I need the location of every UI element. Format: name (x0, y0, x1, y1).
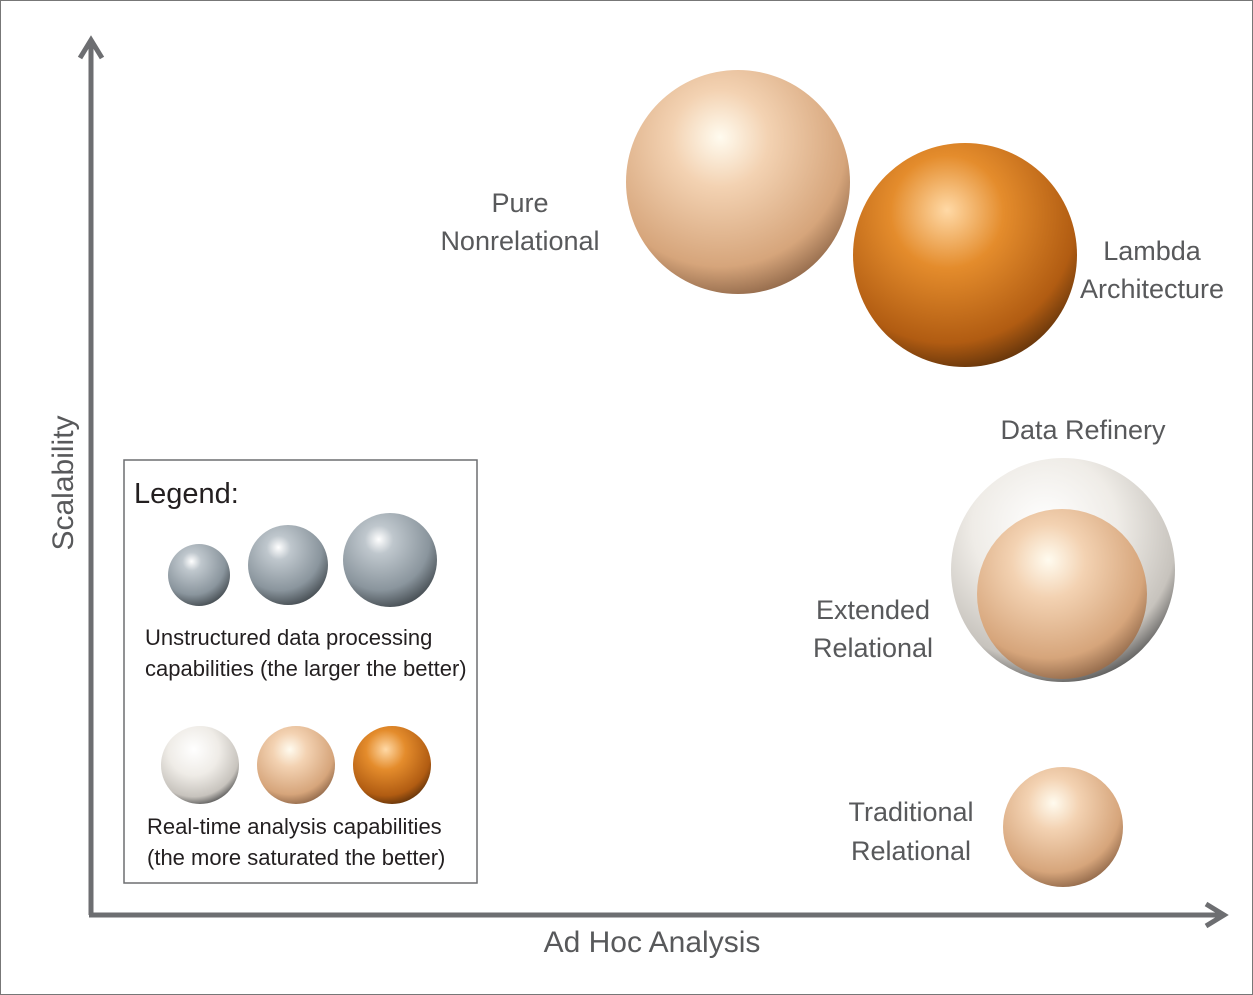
y-axis-label: Scalability (47, 415, 80, 550)
sphere (626, 70, 850, 294)
x-arrow (1204, 901, 1229, 929)
legend-caption: capabilities (the larger the better) (145, 656, 467, 681)
sphere (1003, 767, 1123, 887)
node-label: Relational (851, 836, 971, 866)
node-label: Relational (813, 633, 933, 663)
node-label: Lambda (1103, 236, 1202, 266)
legend-caption: Unstructured data processing (145, 625, 432, 650)
legend-title: Legend: (134, 478, 239, 510)
node-label: Pure (491, 188, 548, 218)
x-axis-label: Ad Hoc Analysis (544, 926, 761, 959)
node-label: Extended (816, 595, 930, 625)
legend-sphere (168, 544, 230, 606)
legend-sphere (257, 726, 335, 804)
axes (77, 35, 1229, 929)
sphere (853, 143, 1077, 367)
legend: Legend: Unstructured data processing cap… (123, 459, 478, 884)
node-label: Architecture (1080, 274, 1224, 304)
sphere (977, 509, 1147, 679)
y-arrow (77, 35, 105, 60)
legend-sphere (343, 513, 437, 607)
legend-sphere (161, 726, 239, 804)
node-label: Traditional (848, 797, 973, 827)
legend-sphere (353, 726, 431, 804)
node-label: Data Refinery (1000, 415, 1166, 445)
legend-caption: (the more saturated the better) (147, 845, 445, 870)
legend-caption: Real-time analysis capabilities (147, 814, 442, 839)
legend-sphere (248, 525, 328, 605)
node-label: Nonrelational (440, 226, 599, 256)
